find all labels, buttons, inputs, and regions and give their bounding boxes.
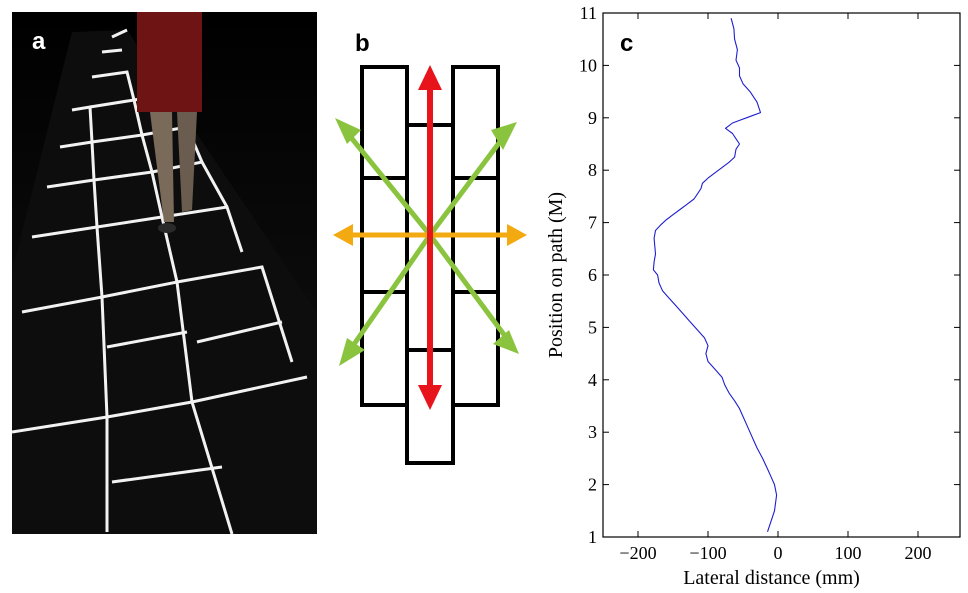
plot-frame <box>603 13 960 537</box>
y-tick-label: 3 <box>588 422 597 442</box>
panel-label-a: a <box>32 30 45 54</box>
x-tick-label: 100 <box>835 543 862 563</box>
trajectory-chart: −200 −100 0 100 200 1 2 3 4 5 6 7 8 9 10 11 Lateral dist… <box>540 0 968 588</box>
y-tick-label: 4 <box>588 370 597 390</box>
panel-label-b: b <box>355 32 370 56</box>
y-tick-label: 1 <box>588 527 597 547</box>
x-tick-label: 0 <box>774 543 783 563</box>
y-tick-label: 6 <box>588 265 597 285</box>
y-tick-label: 2 <box>588 475 597 495</box>
y-tick-label: 10 <box>579 55 597 75</box>
y-tick-label: 11 <box>580 3 597 23</box>
panel-label-c: c <box>620 32 633 56</box>
x-axis-label: Lateral distance (mm) <box>683 567 860 588</box>
y-tick-label: 9 <box>588 108 597 128</box>
brick-direction-diagram <box>325 30 540 480</box>
walkway-photo <box>12 12 317 534</box>
x-tick-label: −200 <box>619 543 656 563</box>
y-tick-label: 7 <box>588 213 597 233</box>
trajectory-line <box>653 18 776 532</box>
x-tick-label: 200 <box>905 543 932 563</box>
y-tick-label: 5 <box>588 317 597 337</box>
y-axis-label: Position on path (M) <box>545 192 567 358</box>
y-tick-label: 8 <box>588 160 597 180</box>
x-tick-label: −100 <box>689 543 726 563</box>
